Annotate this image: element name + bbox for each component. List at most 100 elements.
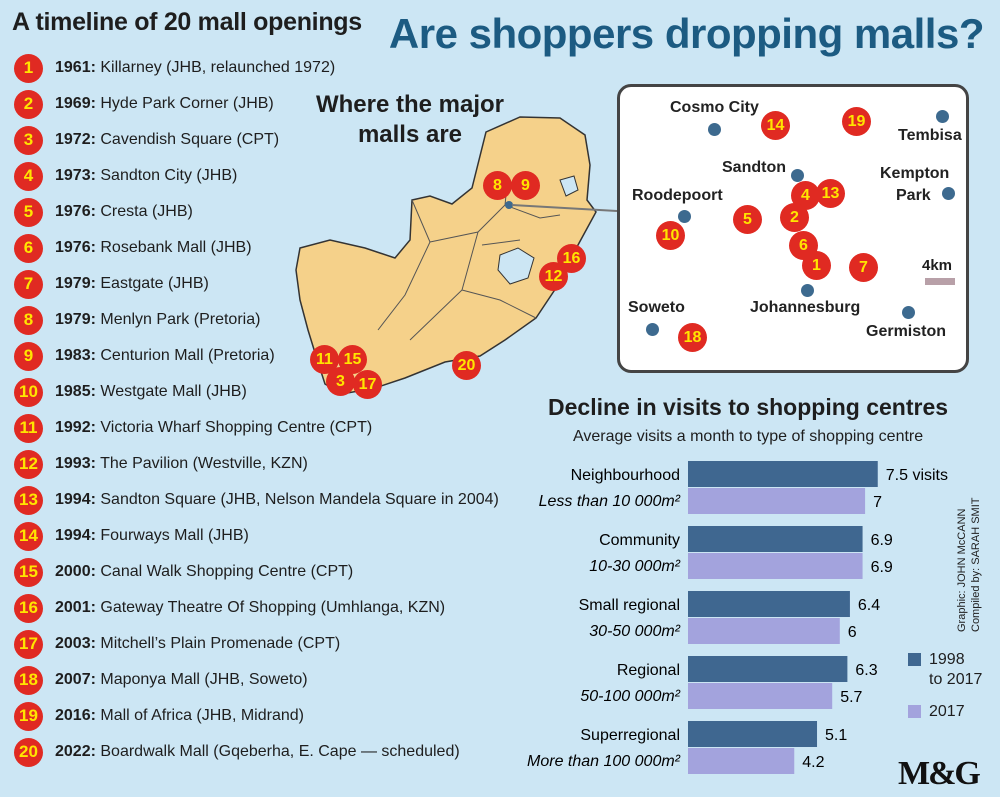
bar-1998-2017 bbox=[688, 526, 863, 552]
legend-item-2017: 2017 bbox=[908, 702, 1000, 722]
timeline-number-badge: 1 bbox=[14, 53, 43, 83]
timeline-entry-text: 1969: Hyde Park Corner (JHB) bbox=[55, 95, 274, 113]
map-marker-3: 3 bbox=[326, 367, 355, 396]
timeline-item: 5 1976: Cresta (JHB) bbox=[14, 194, 499, 230]
timeline-entry-text: 2016: Mall of Africa (JHB, Midrand) bbox=[55, 707, 304, 725]
city-label-cosmo-city: Cosmo City bbox=[670, 99, 759, 116]
city-dot-germiston bbox=[902, 306, 915, 319]
city-label-sandton: Sandton bbox=[722, 159, 786, 176]
city-dot-roodepoort bbox=[678, 210, 691, 223]
timeline-mall-name: Sandton City (JHB) bbox=[100, 167, 238, 184]
timeline-item: 3 1972: Cavendish Square (CPT) bbox=[14, 122, 499, 158]
credit-graphic: Graphic: JOHN McCANN bbox=[956, 508, 968, 632]
city-dot-kempton-park bbox=[942, 187, 955, 200]
timeline-entry-text: 1985: Westgate Mall (JHB) bbox=[55, 383, 247, 401]
timeline-entry-text: 2003: Mitchell’s Plain Promenade (CPT) bbox=[55, 635, 340, 653]
category-sublabel: 10-30 000m² bbox=[589, 558, 680, 575]
inset-connector-line bbox=[511, 204, 618, 212]
timeline-mall-name: Westgate Mall (JHB) bbox=[100, 383, 247, 400]
inset-marker-18: 18 bbox=[678, 323, 707, 352]
timeline-item: 14 1994: Fourways Mall (JHB) bbox=[14, 518, 499, 554]
bar-chart: Neighbourhood Less than 10 000m² 7.5 visit… bbox=[527, 461, 948, 774]
timeline-number-badge: 17 bbox=[14, 629, 43, 659]
credits: Graphic: JOHN McCANN Compiled by: SARAH … bbox=[955, 498, 983, 632]
scale-bar bbox=[925, 278, 955, 285]
timeline-entry-text: 1994: Fourways Mall (JHB) bbox=[55, 527, 249, 545]
legend-label-2017: 2017 bbox=[929, 703, 965, 720]
bar-2017 bbox=[688, 748, 795, 774]
value-label: 4.2 bbox=[802, 754, 824, 771]
timeline-title: A timeline of 20 mall openings bbox=[12, 8, 362, 36]
chart-title: Decline in visits to shopping centres bbox=[548, 394, 949, 420]
value-label: 6.4 bbox=[858, 597, 880, 614]
category-label: Regional bbox=[617, 662, 680, 679]
value-label: 6.3 bbox=[855, 662, 877, 679]
inset-marker-5: 5 bbox=[733, 205, 762, 234]
timeline-mall-name: Sandton Square (JHB, Nelson Mandela Squa… bbox=[100, 491, 499, 508]
timeline-year: 1976: bbox=[55, 203, 96, 220]
city-label-soweto: Soweto bbox=[628, 299, 685, 316]
bar-2017 bbox=[688, 488, 866, 514]
timeline-mall-name: Canal Walk Shopping Centre (CPT) bbox=[100, 563, 354, 580]
category-sublabel: 30-50 000m² bbox=[589, 623, 680, 640]
category-label: Small regional bbox=[579, 597, 680, 614]
city-label-germiston: Germiston bbox=[866, 323, 947, 340]
value-label: 5.7 bbox=[840, 689, 862, 706]
bar-1998-2017 bbox=[688, 591, 850, 617]
timeline-item: 18 2007: Maponya Mall (JHB, Soweto) bbox=[14, 662, 499, 698]
eswatini bbox=[559, 175, 579, 197]
city-label-park: Park bbox=[896, 187, 931, 204]
city-dot-tembisa bbox=[936, 110, 949, 123]
timeline-entry-text: 1973: Sandton City (JHB) bbox=[55, 167, 237, 185]
timeline-item: 9 1983: Centurion Mall (Pretoria) bbox=[14, 338, 499, 374]
timeline-entry-text: 1979: Eastgate (JHB) bbox=[55, 275, 209, 293]
timeline-year: 2007: bbox=[55, 671, 96, 688]
timeline-number-badge: 18 bbox=[14, 665, 43, 695]
timeline-entry-text: 1983: Centurion Mall (Pretoria) bbox=[55, 347, 275, 365]
timeline-number-badge: 20 bbox=[14, 737, 43, 767]
timeline-year: 2022: bbox=[55, 743, 96, 760]
timeline-mall-name: Victoria Wharf Shopping Centre (CPT) bbox=[100, 419, 373, 436]
timeline-item: 16 2001: Gateway Theatre Of Shopping (Umh… bbox=[14, 590, 499, 626]
timeline-number-badge: 15 bbox=[14, 557, 43, 587]
legend-swatch-2017 bbox=[908, 705, 921, 718]
city-dot-soweto bbox=[646, 323, 659, 336]
timeline-year: 1961: bbox=[55, 59, 96, 76]
timeline-year: 1983: bbox=[55, 347, 96, 364]
timeline-year: 1976: bbox=[55, 239, 96, 256]
timeline-mall-name: Cavendish Square (CPT) bbox=[100, 131, 280, 148]
map-marker-9: 9 bbox=[511, 171, 540, 200]
timeline-year: 1985: bbox=[55, 383, 96, 400]
timeline-year: 2016: bbox=[55, 707, 96, 724]
timeline-year: 1972: bbox=[55, 131, 96, 148]
timeline-entry-text: 2022: Boardwalk Mall (Gqeberha, E. Cape … bbox=[55, 743, 460, 761]
inset-marker-10: 10 bbox=[656, 221, 685, 250]
legend-label-to-2017: to 2017 bbox=[929, 671, 983, 688]
bar-2017 bbox=[688, 618, 840, 644]
timeline-mall-name: Gateway Theatre Of Shopping (Umhlanga, K… bbox=[100, 599, 446, 616]
category-sublabel: Less than 10 000m² bbox=[539, 493, 681, 510]
map-marker-12: 12 bbox=[539, 262, 568, 291]
legend-label-1998: 1998 bbox=[929, 651, 965, 668]
map-marker-15: 15 bbox=[338, 345, 367, 374]
city-dot-cosmo-city bbox=[708, 123, 721, 136]
timeline-item: 8 1979: Menlyn Park (Pretoria) bbox=[14, 302, 499, 338]
category-label: Superregional bbox=[580, 727, 680, 744]
timeline-year: 1993: bbox=[55, 455, 96, 472]
timeline-year: 1994: bbox=[55, 491, 96, 508]
timeline-year: 2001: bbox=[55, 599, 96, 616]
timeline-entry-text: 1979: Menlyn Park (Pretoria) bbox=[55, 311, 260, 329]
inset-marker-19: 19 bbox=[842, 107, 871, 136]
map-title-line1: Where the major bbox=[315, 91, 505, 118]
timeline-item: 17 2003: Mitchell’s Plain Promenade (CPT) bbox=[14, 626, 499, 662]
timeline-item: 7 1979: Eastgate (JHB) bbox=[14, 266, 499, 302]
category-label: Community bbox=[599, 532, 680, 549]
timeline-mall-name: Mall of Africa (JHB, Midrand) bbox=[100, 707, 304, 724]
timeline-item: 2 1969: Hyde Park Corner (JHB) bbox=[14, 86, 499, 122]
johannesburg-locator-dot bbox=[505, 201, 513, 209]
timeline-mall-name: Eastgate (JHB) bbox=[100, 275, 209, 292]
city-label-johannesburg: Johannesburg bbox=[750, 299, 861, 316]
timeline-number-badge: 8 bbox=[14, 305, 43, 335]
city-label-kempton: Kempton bbox=[880, 165, 950, 182]
timeline-number-badge: 9 bbox=[14, 341, 43, 371]
